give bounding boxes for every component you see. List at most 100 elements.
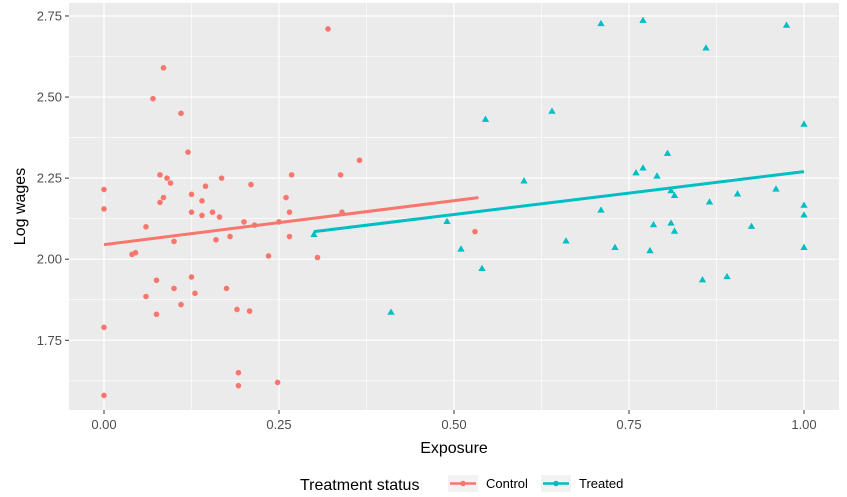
point-control <box>132 249 139 256</box>
point-treated <box>653 172 661 179</box>
point-control <box>192 290 198 297</box>
y-tick-label: 2.50 <box>37 90 62 105</box>
point-treated <box>639 164 647 171</box>
point-treated <box>670 227 679 234</box>
data-points <box>101 16 808 399</box>
point-control <box>314 254 321 261</box>
point-treated <box>611 243 619 250</box>
point-treated <box>733 190 742 197</box>
point-treated <box>639 16 647 23</box>
legend-label-control: Control <box>486 476 528 491</box>
point-treated <box>457 245 465 252</box>
point-treated <box>520 177 528 184</box>
point-control <box>213 236 219 243</box>
x-tick-label: 0.25 <box>266 417 291 432</box>
point-treated <box>782 21 791 28</box>
y-tick-label: 2.00 <box>37 252 62 267</box>
point-control <box>199 212 205 219</box>
point-treated <box>705 198 714 205</box>
point-control <box>274 379 281 386</box>
point-control <box>218 175 225 181</box>
point-control <box>171 285 177 292</box>
point-treated <box>481 115 490 122</box>
point-treated <box>649 220 658 228</box>
fit-line-control <box>103 196 479 247</box>
x-axis-title: Exposure <box>420 440 488 457</box>
point-control <box>209 209 216 215</box>
point-control <box>101 392 107 399</box>
x-tick-label: 1.00 <box>791 417 816 432</box>
point-control <box>199 198 205 204</box>
x-tick-label: 0.50 <box>441 417 466 432</box>
point-control <box>265 253 272 259</box>
point-treated <box>632 169 640 176</box>
point-treated <box>800 120 808 127</box>
point-treated <box>772 185 780 192</box>
point-treated <box>646 246 654 254</box>
point-treated <box>702 44 710 51</box>
point-treated <box>667 186 675 194</box>
point-control <box>234 306 240 313</box>
point-treated <box>597 206 605 213</box>
point-control <box>246 308 253 314</box>
legend-key-control <box>448 475 478 492</box>
point-control <box>251 222 258 228</box>
point-control <box>227 233 233 240</box>
point-control <box>223 285 230 292</box>
point-control <box>283 194 289 201</box>
point-control <box>171 238 177 245</box>
point-control <box>241 219 247 225</box>
point-control <box>248 181 254 188</box>
point-control <box>101 186 107 193</box>
point-control <box>143 293 149 300</box>
y-tick-label: 1.75 <box>37 333 62 348</box>
point-treated <box>723 272 731 280</box>
point-control <box>160 194 167 201</box>
point-control <box>185 149 191 155</box>
legend-key-treated <box>541 475 571 492</box>
point-control <box>178 301 184 308</box>
x-tick-label: 0.00 <box>91 417 116 432</box>
point-control <box>188 209 195 215</box>
point-treated <box>670 191 679 199</box>
legend-label-treated: Treated <box>579 476 623 491</box>
point-control <box>325 26 331 32</box>
point-control <box>188 191 195 198</box>
x-axis-ticks: 0.00 0.25 0.50 0.75 1.00 <box>91 410 817 432</box>
point-treated <box>800 243 808 250</box>
point-treated <box>667 219 675 226</box>
point-control <box>167 180 174 186</box>
x-tick-label: 0.75 <box>616 417 641 432</box>
point-treated <box>698 276 707 283</box>
point-treated <box>663 149 672 156</box>
point-treated <box>747 222 756 229</box>
point-control <box>286 209 293 215</box>
fit-line-treated <box>313 170 805 234</box>
y-tick-label: 2.75 <box>37 8 62 23</box>
point-control <box>153 311 160 318</box>
point-control <box>276 219 282 225</box>
y-tick-label: 2.25 <box>37 171 62 186</box>
point-control <box>150 95 156 102</box>
point-treated <box>443 217 451 225</box>
point-control <box>101 206 107 212</box>
point-control <box>339 209 345 215</box>
legend-title: Treatment status <box>300 477 419 494</box>
point-treated <box>310 230 318 237</box>
fit-lines <box>103 170 805 247</box>
point-control <box>235 369 242 376</box>
point-treated <box>800 211 808 218</box>
point-treated <box>800 201 808 208</box>
point-control <box>472 228 478 235</box>
point-control <box>157 172 163 178</box>
point-control <box>157 199 163 206</box>
point-control <box>188 274 195 280</box>
legend-control-marker <box>460 480 466 487</box>
point-control <box>216 214 223 220</box>
point-control <box>160 65 167 71</box>
legend-treated-marker <box>553 480 559 487</box>
point-control <box>153 277 160 284</box>
point-treated <box>548 107 556 114</box>
point-control <box>286 233 293 240</box>
